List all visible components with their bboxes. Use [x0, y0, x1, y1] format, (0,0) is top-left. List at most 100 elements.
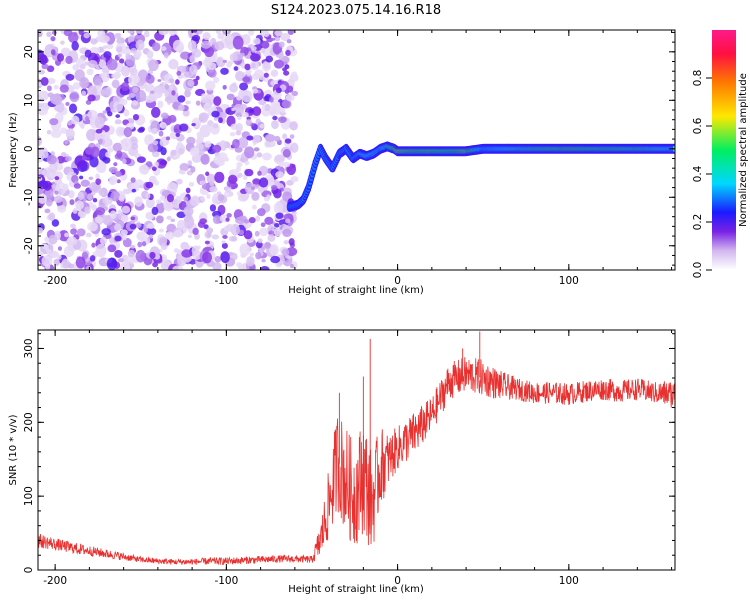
noise-speckle	[145, 227, 157, 236]
noise-speckle	[44, 208, 51, 214]
noise-speckle	[246, 255, 255, 267]
noise-speckle	[81, 251, 89, 260]
colorbar-gradient	[712, 30, 736, 270]
noise-speckle	[233, 103, 244, 117]
noise-speckle	[260, 47, 266, 54]
noise-speckle	[253, 147, 260, 152]
noise-speckle	[72, 64, 79, 71]
snr-axes: -200 -100 0 100 0 100 200 300	[23, 330, 675, 587]
noise-speckle	[38, 227, 44, 234]
noise-speckle	[187, 40, 197, 52]
noise-speckle	[80, 179, 90, 187]
noise-speckle	[135, 39, 145, 51]
noise-speckle	[48, 212, 56, 221]
noise-speckle	[204, 46, 215, 58]
noise-speckle	[112, 142, 123, 152]
noise-speckle	[187, 234, 192, 239]
noise-speckle	[114, 223, 122, 232]
noise-speckle	[283, 240, 290, 245]
noise-speckle	[86, 68, 94, 76]
noise-speckle	[169, 85, 174, 91]
noise-speckle	[152, 140, 159, 146]
noise-speckle	[243, 219, 250, 224]
noise-speckle	[202, 251, 213, 264]
noise-speckle	[209, 182, 215, 187]
noise-speckle	[157, 100, 164, 109]
noise-speckle	[156, 215, 164, 224]
noise-speckle	[122, 237, 132, 248]
noise-speckle	[159, 228, 164, 233]
noise-speckle	[239, 243, 250, 257]
noise-speckle	[116, 179, 121, 184]
noise-speckle	[40, 76, 49, 86]
noise-speckle	[270, 69, 279, 77]
noise-speckle	[151, 127, 158, 135]
noise-speckle	[106, 58, 118, 71]
colorbar-ticks: 0.0 0.2 0.4 0.6 0.8	[692, 70, 712, 278]
snr-y-tick-label: 300	[23, 338, 35, 358]
noise-speckle	[265, 139, 276, 148]
noise-speckle	[176, 211, 186, 219]
noise-speckle	[241, 111, 249, 118]
noise-speckle	[235, 130, 242, 136]
noise-speckle	[130, 143, 139, 150]
noise-speckle	[258, 75, 266, 81]
noise-speckle	[252, 106, 262, 117]
noise-speckle	[284, 138, 292, 144]
noise-speckle	[250, 53, 261, 62]
noise-speckle	[283, 70, 290, 76]
noise-speckle	[211, 234, 220, 240]
noise-speckle	[282, 133, 288, 140]
noise-speckle	[264, 89, 273, 96]
noise-speckle	[232, 35, 244, 50]
noise-speckle	[95, 173, 100, 180]
noise-speckle	[115, 42, 127, 55]
noise-speckle	[127, 249, 136, 258]
noise-speckle	[212, 144, 222, 153]
noise-speckle	[226, 61, 232, 68]
noise-speckle	[200, 153, 210, 165]
noise-speckle	[105, 151, 111, 158]
noise-speckle	[94, 133, 101, 141]
noise-speckle	[281, 248, 290, 257]
noise-speckle	[121, 137, 132, 152]
noise-speckle	[84, 61, 89, 66]
noise-speckle	[267, 234, 276, 242]
noise-speckle	[189, 55, 196, 63]
noise-speckle	[106, 257, 118, 270]
noise-speckle	[143, 30, 150, 38]
noise-speckle	[214, 40, 225, 51]
noise-speckle	[252, 37, 261, 45]
noise-speckle	[108, 166, 118, 174]
noise-speckle	[109, 210, 117, 220]
noise-speckle	[122, 188, 131, 195]
noise-speckle	[135, 222, 142, 228]
noise-speckle	[72, 82, 81, 90]
noise-speckle	[181, 249, 193, 258]
noise-speckle	[117, 53, 122, 58]
noise-speckle	[168, 30, 176, 36]
noise-speckle	[291, 90, 299, 97]
noise-speckle	[230, 226, 235, 232]
noise-speckle	[158, 130, 164, 137]
noise-speckle	[136, 156, 146, 164]
noise-speckle	[248, 108, 254, 113]
noise-speckle	[56, 254, 62, 260]
noise-speckle	[257, 170, 262, 176]
noise-speckle	[271, 37, 276, 41]
noise-speckle	[149, 251, 156, 259]
noise-speckle	[121, 82, 130, 92]
snr-y-tick-label: 200	[23, 412, 35, 432]
noise-speckle	[54, 195, 63, 204]
noise-speckle	[89, 255, 96, 262]
noise-speckle	[274, 227, 282, 237]
spectrogram-y-tick-label: 0	[23, 145, 35, 152]
noise-speckle	[209, 122, 220, 135]
noise-speckle	[47, 92, 54, 98]
noise-speckle	[188, 182, 195, 187]
noise-speckle	[196, 133, 205, 142]
noise-speckle	[69, 91, 80, 103]
noise-speckle	[145, 74, 155, 84]
noise-speckle	[46, 85, 52, 92]
